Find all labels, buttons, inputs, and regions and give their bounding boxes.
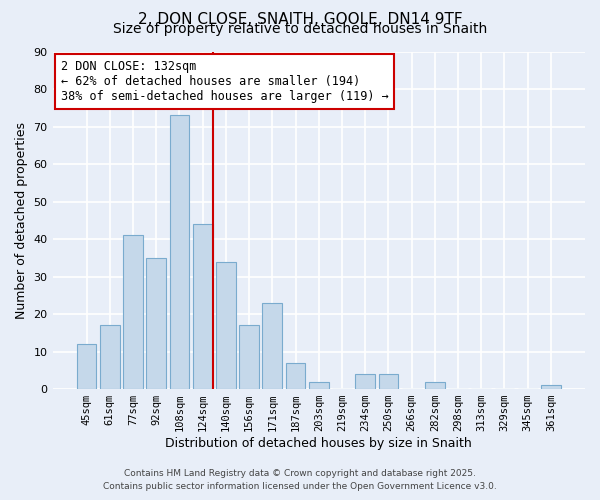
Bar [193,224,212,389]
Text: 2, DON CLOSE, SNAITH, GOOLE, DN14 9TF: 2, DON CLOSE, SNAITH, GOOLE, DN14 9TF [137,12,463,28]
Bar [100,326,119,389]
X-axis label: Distribution of detached houses by size in Snaith: Distribution of detached houses by size … [166,437,472,450]
Text: 2 DON CLOSE: 132sqm
← 62% of detached houses are smaller (194)
38% of semi-detac: 2 DON CLOSE: 132sqm ← 62% of detached ho… [61,60,388,103]
Bar [170,116,190,389]
Bar [425,382,445,389]
Bar [216,262,236,389]
Bar [355,374,375,389]
Bar [309,382,329,389]
Bar [123,236,143,389]
Bar [239,326,259,389]
Text: Contains HM Land Registry data © Crown copyright and database right 2025.
Contai: Contains HM Land Registry data © Crown c… [103,470,497,491]
Y-axis label: Number of detached properties: Number of detached properties [15,122,28,319]
Text: Size of property relative to detached houses in Snaith: Size of property relative to detached ho… [113,22,487,36]
Bar [379,374,398,389]
Bar [262,303,282,389]
Bar [146,258,166,389]
Bar [541,386,561,389]
Bar [77,344,97,389]
Bar [286,363,305,389]
